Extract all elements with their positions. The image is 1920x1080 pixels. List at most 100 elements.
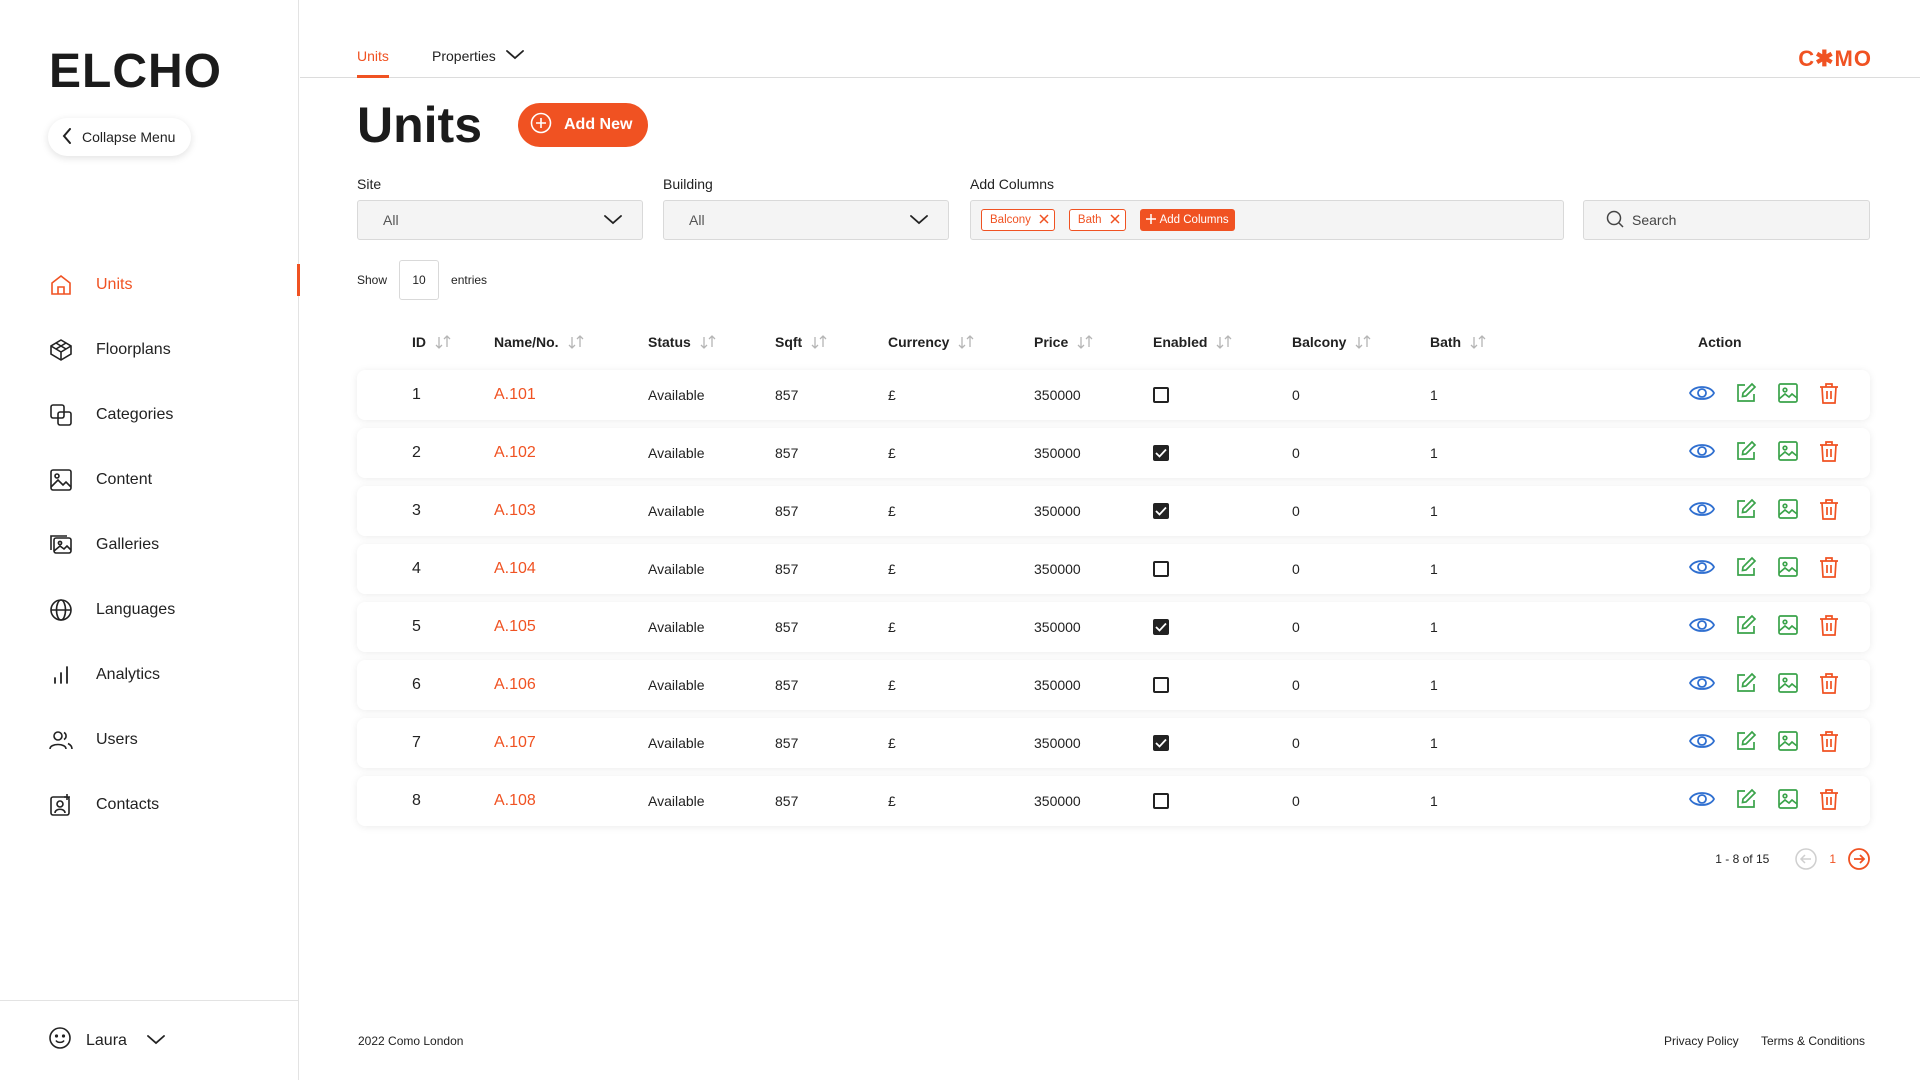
sort-icon[interactable] bbox=[567, 334, 585, 350]
tab-properties[interactable]: Properties bbox=[432, 48, 524, 64]
entries-label: entries bbox=[451, 273, 488, 287]
delete-button[interactable] bbox=[1816, 556, 1842, 581]
enabled-checkbox[interactable] bbox=[1153, 677, 1169, 693]
sidebar-item-contacts[interactable]: Contacts bbox=[0, 772, 299, 837]
unit-name-link[interactable]: A.103 bbox=[494, 502, 536, 519]
sidebar-item-content[interactable]: Content bbox=[0, 447, 299, 512]
enabled-checkbox[interactable] bbox=[1153, 387, 1169, 403]
search-input[interactable] bbox=[1632, 212, 1852, 228]
sidebar-item-galleries[interactable]: Galleries bbox=[0, 512, 299, 577]
view-button[interactable] bbox=[1688, 557, 1716, 581]
image-button[interactable] bbox=[1775, 498, 1801, 523]
prev-page-button[interactable] bbox=[1795, 848, 1818, 870]
image-button[interactable] bbox=[1775, 788, 1801, 813]
privacy-policy-link[interactable]: Privacy Policy bbox=[1664, 1034, 1739, 1048]
enabled-checkbox[interactable] bbox=[1153, 793, 1169, 809]
enabled-checkbox[interactable] bbox=[1153, 619, 1169, 635]
add-new-button[interactable]: Add New bbox=[518, 103, 648, 147]
edit-button[interactable] bbox=[1733, 614, 1759, 639]
delete-button[interactable] bbox=[1816, 440, 1842, 465]
building-value: All bbox=[689, 212, 705, 228]
view-button[interactable] bbox=[1688, 789, 1716, 813]
delete-button[interactable] bbox=[1816, 730, 1842, 755]
page-number[interactable]: 1 bbox=[1829, 852, 1836, 866]
view-button[interactable] bbox=[1688, 673, 1716, 697]
edit-button[interactable] bbox=[1733, 556, 1759, 581]
enabled-checkbox[interactable] bbox=[1153, 445, 1169, 461]
unit-name-link[interactable]: A.107 bbox=[494, 734, 536, 751]
delete-button[interactable] bbox=[1816, 382, 1842, 407]
sort-icon[interactable] bbox=[1354, 334, 1372, 350]
column-header-label: Currency bbox=[888, 334, 950, 350]
image-button[interactable] bbox=[1775, 556, 1801, 581]
page-size-select[interactable]: 10 bbox=[399, 260, 440, 300]
edit-button[interactable] bbox=[1733, 672, 1759, 697]
sort-icon[interactable] bbox=[434, 334, 452, 350]
column-chip-balcony[interactable]: Balcony bbox=[981, 209, 1055, 231]
image-button[interactable] bbox=[1775, 382, 1801, 407]
edit-button[interactable] bbox=[1733, 788, 1759, 813]
collapse-menu-button[interactable]: Collapse Menu bbox=[48, 118, 192, 156]
view-button[interactable] bbox=[1688, 499, 1716, 523]
sidebar-item-units[interactable]: Units bbox=[0, 252, 300, 317]
plus-icon bbox=[1145, 213, 1156, 227]
delete-button[interactable] bbox=[1816, 614, 1842, 639]
sort-icon[interactable] bbox=[699, 334, 717, 350]
unit-name-link[interactable]: A.101 bbox=[494, 386, 536, 403]
sidebar: ELCHO Collapse Menu Units Floorplans Cat… bbox=[0, 0, 300, 1080]
unit-name-link[interactable]: A.108 bbox=[494, 792, 536, 809]
unit-name-link[interactable]: A.106 bbox=[494, 676, 536, 693]
column-header-label: Status bbox=[648, 334, 691, 350]
enabled-checkbox[interactable] bbox=[1153, 503, 1169, 519]
user-menu[interactable]: Laura bbox=[0, 1000, 299, 1080]
sidebar-item-floorplans[interactable]: Floorplans bbox=[0, 317, 299, 382]
cell-id: 4 bbox=[412, 560, 421, 577]
sort-icon[interactable] bbox=[1076, 334, 1094, 350]
edit-button[interactable] bbox=[1733, 730, 1759, 755]
unit-name-link[interactable]: A.102 bbox=[494, 444, 536, 461]
image-button[interactable] bbox=[1775, 730, 1801, 755]
sidebar-item-users[interactable]: Users bbox=[0, 707, 299, 772]
building-label: Building bbox=[663, 176, 713, 192]
sidebar-item-analytics[interactable]: Analytics bbox=[0, 642, 299, 707]
trash-icon bbox=[1819, 498, 1839, 525]
delete-button[interactable] bbox=[1816, 498, 1842, 525]
smiley-icon bbox=[48, 1026, 72, 1055]
delete-button[interactable] bbox=[1816, 788, 1842, 813]
view-button[interactable] bbox=[1688, 615, 1716, 639]
view-button[interactable] bbox=[1688, 383, 1716, 407]
enabled-checkbox[interactable] bbox=[1153, 561, 1169, 577]
image-button[interactable] bbox=[1775, 614, 1801, 639]
site-select[interactable]: All bbox=[357, 200, 643, 240]
image-button[interactable] bbox=[1775, 440, 1801, 465]
delete-button[interactable] bbox=[1816, 672, 1842, 697]
enabled-checkbox[interactable] bbox=[1153, 735, 1169, 751]
column-header-sqft: Sqft bbox=[775, 334, 828, 350]
close-icon[interactable] bbox=[1039, 213, 1049, 227]
unit-name-link[interactable]: A.105 bbox=[494, 618, 536, 635]
unit-name-link[interactable]: A.104 bbox=[494, 560, 536, 577]
cell-status: Available bbox=[648, 503, 705, 519]
sort-icon[interactable] bbox=[1469, 334, 1487, 350]
image-button[interactable] bbox=[1775, 672, 1801, 697]
edit-button[interactable] bbox=[1733, 498, 1759, 523]
sort-icon[interactable] bbox=[957, 334, 975, 350]
view-button[interactable] bbox=[1688, 441, 1716, 465]
add-columns-button[interactable]: Add Columns bbox=[1139, 209, 1235, 231]
tab-units[interactable]: Units bbox=[357, 48, 389, 78]
sidebar-item-categories[interactable]: Categories bbox=[0, 382, 299, 447]
next-page-button[interactable] bbox=[1848, 848, 1870, 870]
close-icon[interactable] bbox=[1110, 213, 1120, 227]
column-chip-bath[interactable]: Bath bbox=[1068, 209, 1126, 231]
terms-link[interactable]: Terms & Conditions bbox=[1761, 1034, 1866, 1048]
sort-icon[interactable] bbox=[810, 334, 828, 350]
cell-status: Available bbox=[648, 445, 705, 461]
sort-icon[interactable] bbox=[1215, 334, 1233, 350]
cell-sqft: 857 bbox=[775, 735, 799, 751]
building-select[interactable]: All bbox=[663, 200, 949, 240]
view-button[interactable] bbox=[1688, 731, 1716, 755]
edit-button[interactable] bbox=[1733, 382, 1759, 407]
edit-button[interactable] bbox=[1733, 440, 1759, 465]
sidebar-item-languages[interactable]: Languages bbox=[0, 577, 299, 642]
sidebar-item-label: Categories bbox=[96, 405, 174, 423]
